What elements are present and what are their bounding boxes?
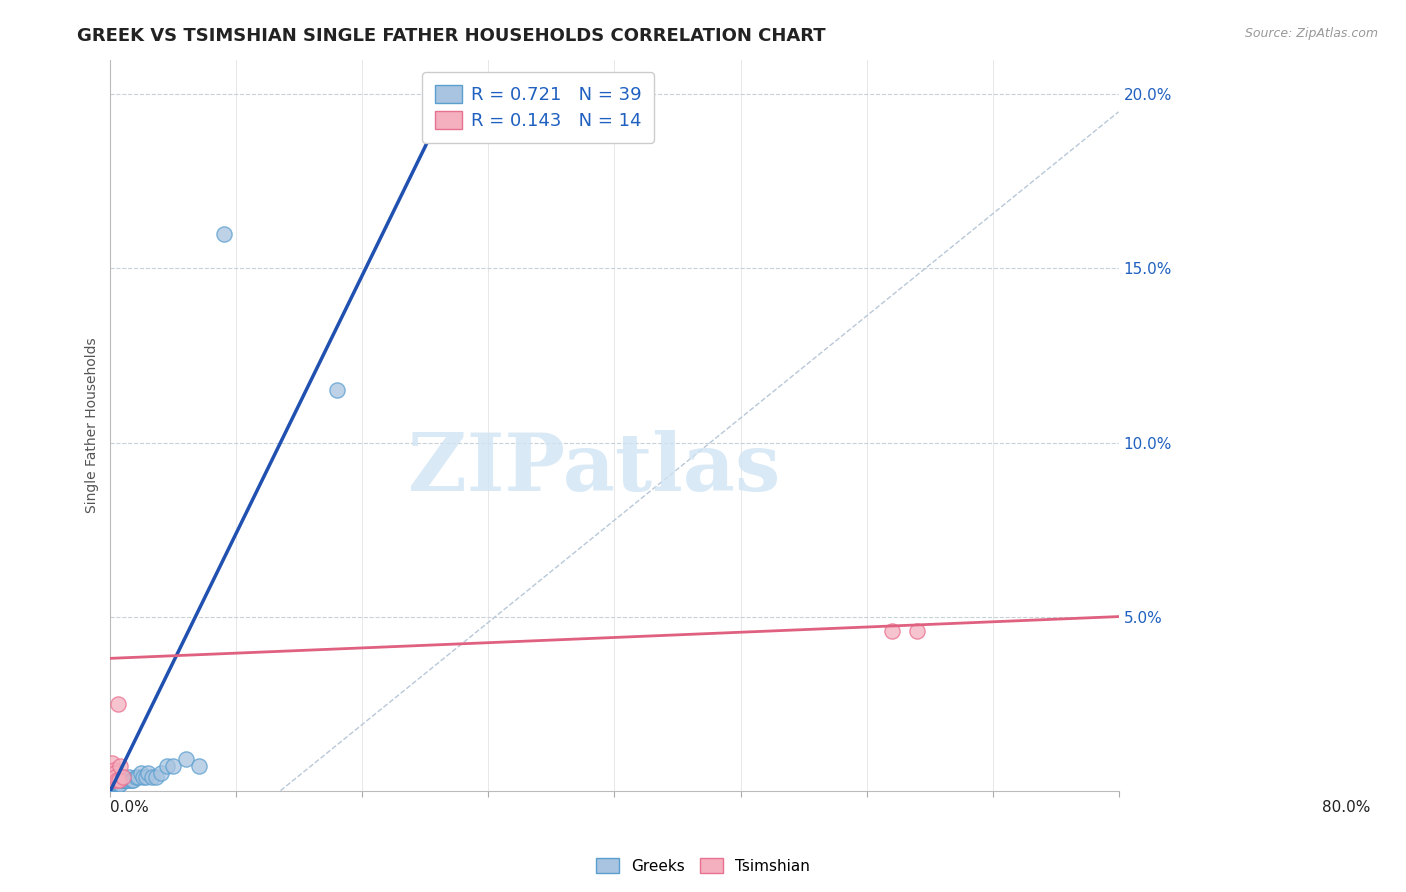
Point	[212, 227, 235, 241]
Point	[110, 759, 132, 773]
Point	[104, 770, 127, 784]
Legend: R = 0.721   N = 39, R = 0.143   N = 14: R = 0.721 N = 39, R = 0.143 N = 14	[422, 72, 654, 143]
Point	[122, 773, 145, 788]
Point	[129, 766, 152, 780]
Point	[104, 777, 127, 791]
Point	[111, 770, 134, 784]
Point	[100, 756, 122, 770]
Point	[118, 770, 141, 784]
Text: ZIPatlas: ZIPatlas	[408, 430, 780, 508]
Point	[107, 773, 129, 788]
Point	[162, 759, 184, 773]
Point	[110, 777, 132, 791]
Point	[135, 770, 157, 784]
Point	[101, 766, 124, 780]
Point	[136, 766, 159, 780]
Point	[114, 773, 136, 788]
Point	[108, 773, 131, 788]
Point	[112, 773, 135, 788]
Point	[107, 777, 129, 791]
Point	[127, 770, 149, 784]
Point	[103, 773, 125, 788]
Text: GREEK VS TSIMSHIAN SINGLE FATHER HOUSEHOLDS CORRELATION CHART: GREEK VS TSIMSHIAN SINGLE FATHER HOUSEHO…	[77, 27, 825, 45]
Point	[111, 773, 134, 788]
Point	[101, 777, 124, 791]
Point	[124, 770, 146, 784]
Point	[187, 759, 209, 773]
Point	[105, 777, 128, 791]
Text: 80.0%: 80.0%	[1322, 800, 1371, 815]
Point	[121, 773, 143, 788]
Legend: Greeks, Tsimshian: Greeks, Tsimshian	[589, 852, 817, 880]
Point	[108, 773, 131, 788]
Point	[104, 773, 127, 788]
Point	[105, 773, 128, 788]
Point	[132, 770, 155, 784]
Point	[101, 773, 124, 788]
Point	[103, 763, 125, 777]
Point	[156, 759, 179, 773]
Point	[880, 624, 903, 638]
Point	[103, 777, 125, 791]
Point	[141, 770, 163, 784]
Point	[174, 752, 197, 766]
Point	[117, 773, 139, 788]
Point	[149, 766, 172, 780]
Point	[107, 697, 129, 711]
Point	[145, 770, 167, 784]
Point	[120, 773, 142, 788]
Point	[104, 766, 127, 780]
Point	[326, 384, 349, 398]
Point	[110, 773, 132, 788]
Text: Source: ZipAtlas.com: Source: ZipAtlas.com	[1244, 27, 1378, 40]
Point	[105, 773, 128, 788]
Point	[108, 777, 131, 791]
Text: 0.0%: 0.0%	[111, 800, 149, 815]
Point	[905, 624, 928, 638]
Y-axis label: Single Father Households: Single Father Households	[86, 337, 100, 513]
Point	[111, 770, 134, 784]
Point	[115, 773, 138, 788]
Point	[111, 773, 134, 788]
Point	[103, 773, 125, 788]
